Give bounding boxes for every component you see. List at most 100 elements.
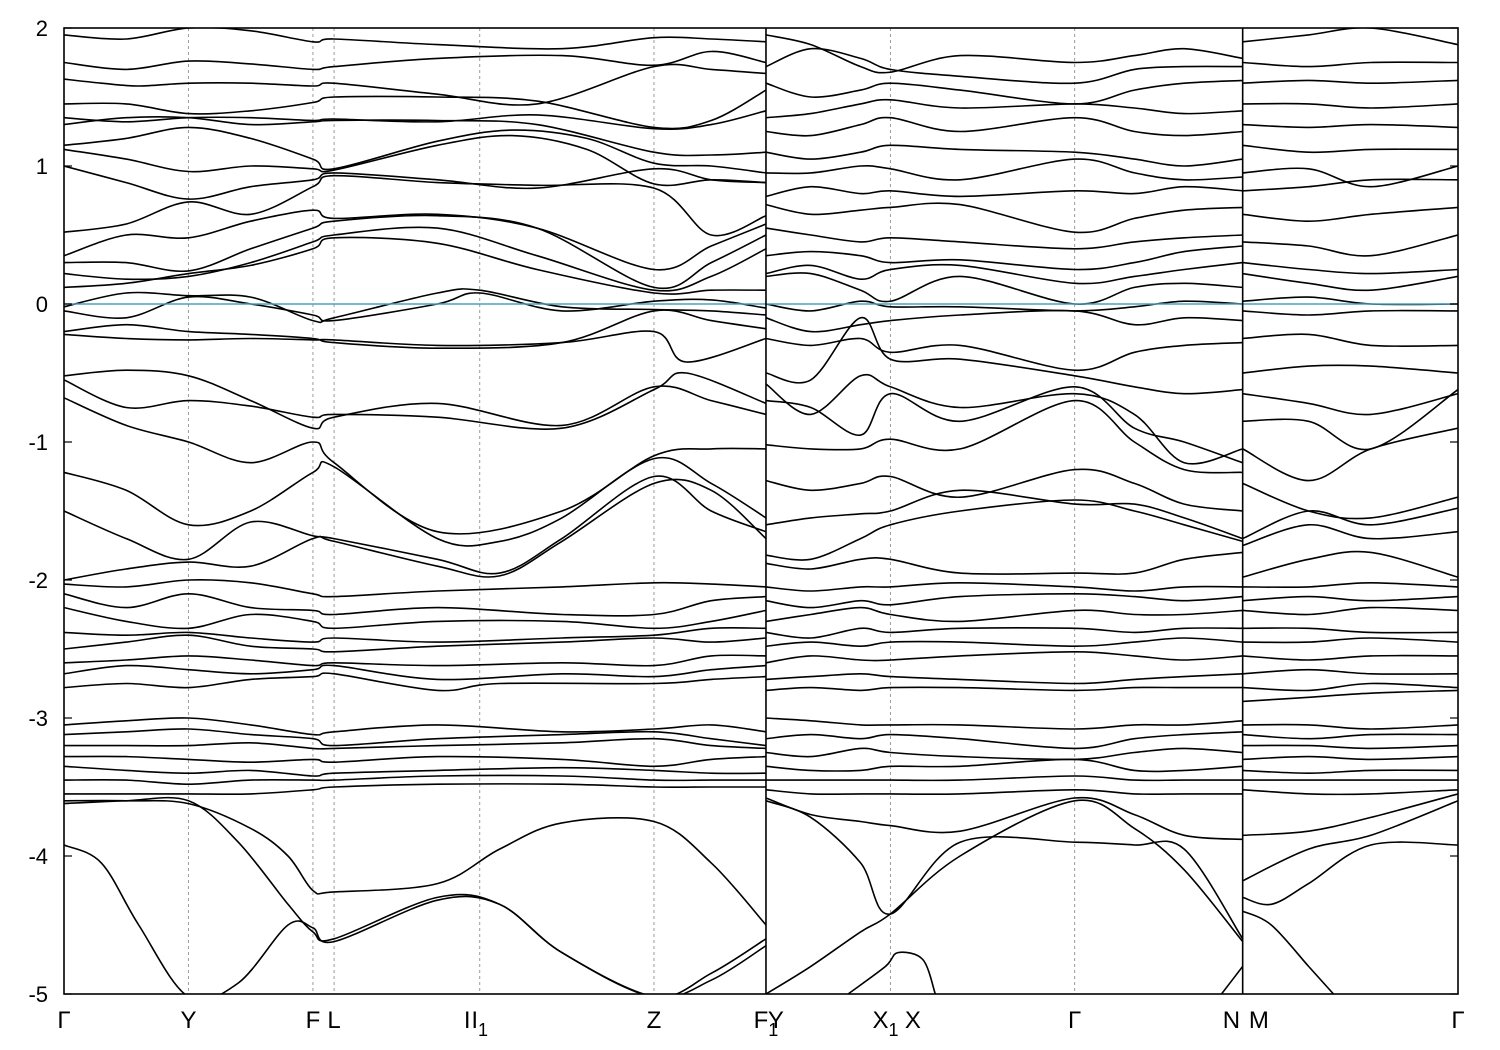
ytick-label-4: -2	[28, 568, 48, 593]
band-line-38	[64, 783, 766, 796]
band-line-91	[1242, 165, 1458, 188]
band-line-111	[1242, 627, 1458, 634]
band-line-40	[64, 796, 767, 994]
band-line-51	[765, 227, 1243, 250]
x-axis: Γ Y F L I I1 Z F1Y X1 X Γ N M Γ	[57, 1007, 1464, 1040]
band-line-10	[64, 209, 767, 271]
xtick-label-3: L	[327, 1007, 340, 1034]
xtick-label-2: F	[306, 1007, 321, 1034]
ytick-label-7: -5	[28, 982, 48, 1007]
band-line-34	[64, 737, 767, 750]
band-line-22	[64, 475, 767, 575]
band-line-105	[1242, 507, 1458, 540]
band-line-68	[765, 606, 1243, 623]
band-line-35	[64, 755, 767, 768]
band-line-118	[1242, 733, 1458, 740]
xtick-subscript-5: 1	[478, 1020, 488, 1040]
band-line-21	[64, 456, 767, 547]
xtick-subscript-7: 1	[768, 1020, 778, 1040]
band-line-55	[765, 300, 1243, 312]
band-line-99	[1242, 333, 1458, 347]
band-line-26	[64, 606, 767, 630]
band-line-58	[765, 316, 1243, 395]
band-line-42	[765, 34, 1243, 74]
band-line-92	[1242, 178, 1458, 192]
y-axis: 2 1 0 -1 -2 -3 -4 -5	[28, 16, 1458, 1007]
band-line-73	[765, 686, 1243, 692]
band-line-88	[1242, 102, 1458, 109]
band-line-12	[64, 226, 767, 292]
band-line-82	[765, 799, 1244, 994]
band-line-94	[1242, 234, 1458, 257]
band-line-14	[64, 288, 767, 324]
band-line-28	[64, 634, 767, 653]
band-line-79	[765, 788, 1243, 796]
band-line-123	[1242, 789, 1458, 796]
band-line-54	[765, 272, 1243, 305]
band-line-7	[64, 134, 767, 187]
band-line-84	[1220, 965, 1244, 994]
band-line-57	[765, 337, 1243, 372]
band-line-108	[1242, 581, 1458, 589]
band-line-110	[1242, 606, 1458, 616]
xtick-label-10: X	[905, 1007, 921, 1034]
band-line-13	[64, 236, 767, 295]
gridlines	[187, 28, 1076, 994]
xtick-label-5: I1	[471, 1007, 488, 1040]
band-line-6	[64, 126, 767, 174]
band-line-15	[64, 292, 767, 322]
band-lines	[64, 28, 1458, 994]
band-line-109	[1242, 595, 1458, 602]
xtick-label-13: M	[1249, 1007, 1269, 1034]
band-line-86	[1242, 61, 1458, 68]
band-line-121	[1242, 769, 1458, 775]
band-line-83	[847, 951, 937, 994]
band-line-77	[765, 758, 1243, 773]
band-line-0	[64, 28, 767, 50]
band-line-67	[765, 592, 1243, 609]
band-line-49	[765, 185, 1243, 198]
band-line-120	[1242, 755, 1458, 761]
band-line-1	[64, 50, 767, 71]
xtick-label-9: X1	[872, 1007, 898, 1040]
band-line-41	[64, 844, 767, 994]
band-line-52	[765, 245, 1243, 271]
band-line-125	[1242, 800, 1458, 882]
band-line-124	[1242, 793, 1458, 837]
band-line-113	[1242, 654, 1458, 661]
band-line-119	[1242, 744, 1458, 750]
band-line-39	[64, 799, 767, 926]
band-line-74	[765, 717, 1243, 730]
band-line-107	[1242, 550, 1458, 578]
band-line-81	[765, 800, 1244, 940]
band-line-63	[765, 489, 1243, 540]
band-line-24	[64, 579, 767, 598]
band-line-3	[64, 89, 767, 130]
band-line-30	[64, 664, 767, 681]
band-line-45	[765, 98, 1243, 119]
band-line-64	[765, 499, 1243, 561]
band-line-59	[765, 373, 1243, 465]
band-line-126	[1242, 841, 1458, 906]
band-line-2	[64, 63, 767, 106]
band-line-61	[765, 399, 1243, 474]
band-line-93	[1242, 206, 1458, 223]
band-line-36	[64, 765, 767, 777]
ytick-label-3: -1	[28, 430, 48, 455]
band-line-37	[64, 774, 766, 786]
band-line-96	[1242, 272, 1458, 292]
band-line-32	[64, 717, 767, 736]
band-line-115	[1242, 682, 1458, 692]
band-line-19	[64, 371, 767, 430]
xtick-label-14: Γ	[1451, 1007, 1464, 1034]
band-line-48	[765, 158, 1243, 181]
band-line-114	[1242, 668, 1458, 675]
band-line-44	[765, 79, 1243, 105]
band-line-95	[1242, 261, 1458, 275]
band-line-66	[765, 581, 1243, 592]
xtick-label-11: Γ	[1068, 1007, 1081, 1034]
segment-separators	[765, 28, 1244, 994]
band-line-75	[765, 731, 1243, 750]
band-line-9	[64, 174, 767, 237]
band-line-56	[765, 309, 1243, 333]
